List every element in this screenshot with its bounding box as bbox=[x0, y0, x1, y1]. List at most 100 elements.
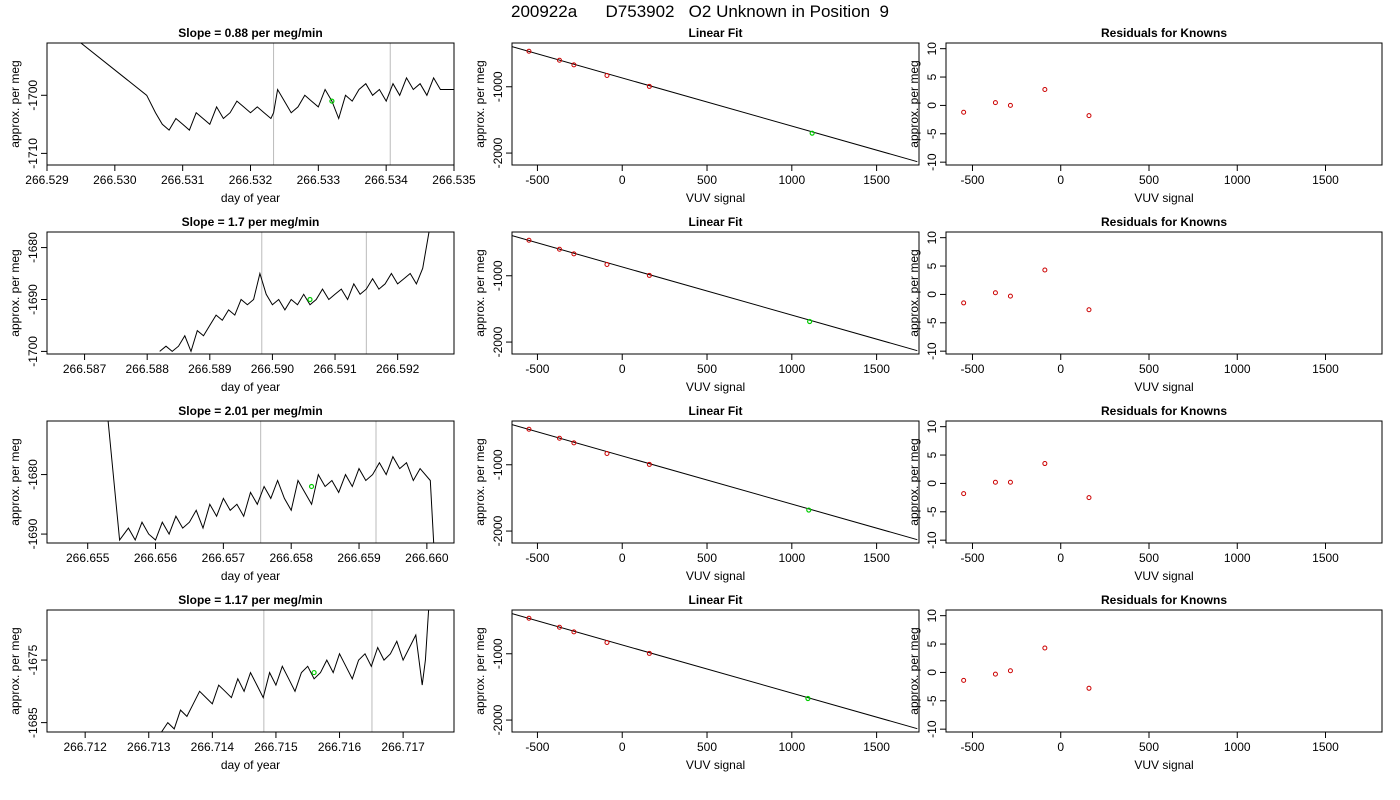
known-point bbox=[1086, 685, 1092, 691]
known-point bbox=[961, 491, 967, 497]
y-tick-label: -1690 bbox=[26, 518, 40, 549]
known-point bbox=[1007, 293, 1013, 299]
known-point bbox=[1042, 461, 1048, 467]
y-axis-label: approx. per meg bbox=[8, 438, 22, 525]
known-point bbox=[1086, 113, 1092, 119]
x-tick-label: 266.590 bbox=[251, 362, 295, 376]
chart-title: Linear Fit bbox=[688, 215, 742, 229]
y-tick-label: -5 bbox=[925, 128, 939, 139]
x-axis-label: VUV signal bbox=[1134, 380, 1193, 394]
chart-panel-r4-c1: Slope = 1.17 per meg/min 266.712 266.713 26… bbox=[8, 593, 455, 772]
plot-area bbox=[161, 610, 430, 732]
y-tick-label: -1700 bbox=[26, 80, 40, 111]
x-tick-label: 1500 bbox=[1312, 740, 1339, 754]
x-tick-label: -500 bbox=[525, 362, 549, 376]
known-point bbox=[646, 83, 652, 89]
x-tick-label: 1000 bbox=[1224, 740, 1251, 754]
chart-panel-r2-c3: Residuals for Knowns -500 0 500 1000 1500 VUV … bbox=[907, 215, 1383, 394]
y-axis-label: approx. per meg bbox=[473, 438, 487, 525]
y-tick-label: 5 bbox=[925, 640, 939, 647]
x-tick-label: -500 bbox=[525, 740, 549, 754]
known-point bbox=[604, 639, 610, 645]
y-tick-label: -1680 bbox=[26, 459, 40, 490]
x-tick-label: 266.592 bbox=[376, 362, 420, 376]
fit-line bbox=[512, 235, 918, 352]
chart-panel-r4-c3: Residuals for Knowns -500 0 500 1000 1500 VUV … bbox=[907, 593, 1383, 772]
x-tick-label: 0 bbox=[1057, 362, 1064, 376]
known-point bbox=[1042, 645, 1048, 651]
x-tick-label: 1500 bbox=[1312, 551, 1339, 565]
x-tick-label: 266.713 bbox=[127, 740, 171, 754]
chart-title: Slope = 2.01 per meg/min bbox=[178, 404, 322, 418]
plot-frame bbox=[46, 420, 455, 544]
y-axis-label: approx. per meg bbox=[907, 60, 921, 147]
y-tick-label: -1000 bbox=[491, 449, 505, 480]
plot-frame bbox=[945, 609, 1383, 733]
x-tick-label: 266.533 bbox=[297, 173, 341, 187]
y-tick-label: -5 bbox=[925, 695, 939, 706]
y-tick-label: 0 bbox=[925, 102, 939, 109]
x-axis-label: day of year bbox=[221, 380, 280, 394]
plot-area bbox=[107, 421, 435, 543]
unknown-point bbox=[329, 98, 335, 104]
x-tick-label: 1000 bbox=[778, 551, 805, 565]
x-tick-label: -500 bbox=[525, 551, 549, 565]
plot-area bbox=[512, 235, 918, 352]
plot-area bbox=[80, 43, 454, 165]
x-tick-label: 500 bbox=[1139, 173, 1159, 187]
x-tick-label: 500 bbox=[1139, 551, 1159, 565]
unknown-point bbox=[807, 318, 813, 325]
x-tick-label: 1500 bbox=[1312, 362, 1339, 376]
chart-title: Residuals for Knowns bbox=[1101, 404, 1227, 418]
known-point bbox=[526, 615, 532, 621]
y-axis-label: approx. per meg bbox=[473, 60, 487, 147]
known-point bbox=[992, 671, 998, 677]
plot-frame bbox=[511, 420, 920, 544]
chart-title: Slope = 1.17 per meg/min bbox=[178, 593, 322, 607]
x-tick-label: 0 bbox=[619, 362, 626, 376]
known-point bbox=[961, 677, 967, 683]
plot-area bbox=[961, 267, 1092, 313]
known-point bbox=[571, 629, 577, 635]
y-tick-label: 10 bbox=[925, 420, 939, 434]
known-point bbox=[1007, 102, 1013, 108]
y-axis-label: approx. per meg bbox=[8, 60, 22, 147]
x-tick-label: 266.591 bbox=[313, 362, 357, 376]
known-point bbox=[556, 246, 562, 252]
known-point bbox=[526, 237, 532, 243]
x-tick-label: -500 bbox=[525, 173, 549, 187]
chart-title: Slope = 1.7 per meg/min bbox=[182, 215, 320, 229]
y-tick-label: -5 bbox=[925, 317, 939, 328]
chart-panel-r1-c2: Linear Fit -500 0 500 1000 1500 VUV signal -100… bbox=[473, 26, 920, 205]
x-tick-label: 266.716 bbox=[318, 740, 362, 754]
chart-title: Linear Fit bbox=[688, 404, 742, 418]
plot-area bbox=[961, 87, 1092, 119]
x-tick-label: 1000 bbox=[778, 173, 805, 187]
x-tick-label: 1000 bbox=[1224, 173, 1251, 187]
known-point bbox=[556, 624, 562, 630]
x-tick-label: 266.535 bbox=[432, 173, 476, 187]
plot-area bbox=[512, 46, 918, 163]
fit-line bbox=[512, 613, 918, 730]
y-tick-label: 10 bbox=[925, 42, 939, 56]
x-tick-label: 1500 bbox=[863, 173, 890, 187]
x-axis-label: VUV signal bbox=[686, 380, 745, 394]
y-tick-label: 0 bbox=[925, 291, 939, 298]
unknown-point bbox=[806, 507, 812, 513]
y-tick-label: 0 bbox=[925, 669, 939, 676]
y-tick-label: -10 bbox=[925, 153, 939, 171]
y-tick-label: -1675 bbox=[26, 644, 40, 675]
y-axis-label: approx. per meg bbox=[8, 627, 22, 714]
x-tick-label: -500 bbox=[960, 362, 984, 376]
y-tick-label: -10 bbox=[925, 720, 939, 738]
x-tick-label: 0 bbox=[619, 551, 626, 565]
signal-trace bbox=[107, 421, 435, 543]
plot-frame bbox=[46, 231, 455, 355]
x-tick-label: 266.587 bbox=[63, 362, 107, 376]
known-point bbox=[556, 435, 562, 441]
signal-trace bbox=[161, 610, 430, 732]
y-tick-label: 5 bbox=[925, 451, 939, 458]
x-tick-label: 266.717 bbox=[381, 740, 425, 754]
chart-panel-r3-c3: Residuals for Knowns -500 0 500 1000 1500 VUV … bbox=[907, 404, 1383, 583]
unknown-point bbox=[311, 669, 317, 676]
